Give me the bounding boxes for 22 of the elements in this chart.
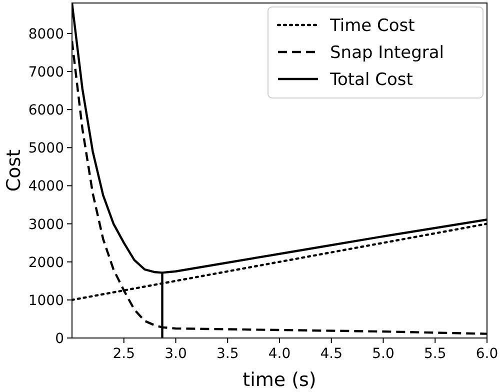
x-tick-label: 5.5 (424, 346, 446, 362)
x-tick-label: 4.0 (268, 346, 291, 362)
y-tick-label: 4000 (28, 178, 64, 195)
legend-label: Total Cost (329, 70, 414, 90)
x-tick-label: 3.0 (164, 346, 187, 362)
x-tick-label: 2.5 (112, 346, 136, 362)
y-tick-label: 1000 (28, 292, 64, 309)
x-tick-label: 3.5 (216, 346, 239, 362)
y-axis-title: Cost (3, 149, 25, 192)
y-tick-label: 2000 (28, 254, 64, 271)
legend-label: Time Cost (329, 16, 416, 36)
x-tick-label: 4.5 (320, 346, 343, 362)
x-tick-label: 6.0 (476, 346, 498, 362)
y-tick-label: 8000 (28, 26, 64, 42)
y-tick-label: 7000 (28, 64, 64, 81)
legend-label: Snap Integral (330, 43, 444, 63)
x-tick-label: 5.0 (372, 346, 394, 362)
x-axis-title: time (s) (242, 369, 316, 391)
y-tick-label: 3000 (28, 216, 64, 233)
y-tick-label: 0 (55, 331, 64, 347)
y-tick-label: 5000 (28, 140, 64, 157)
y-tick-label: 6000 (28, 102, 64, 119)
